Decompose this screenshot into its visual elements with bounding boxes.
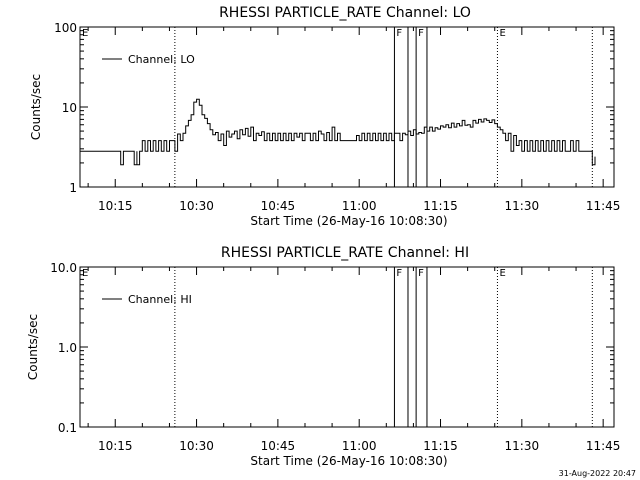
y-tick-label: 0.1 <box>58 421 77 435</box>
x-axis-label: Start Time (26-May-16 10:08:30) <box>250 454 447 468</box>
y-axis-label: Counts/sec <box>29 74 43 140</box>
x-tick-label: 10:15 <box>98 199 133 213</box>
event-marker-label: F <box>418 268 424 279</box>
event-marker-label: F <box>418 28 424 39</box>
x-tick-label: 11:45 <box>586 199 621 213</box>
plot-frame <box>79 26 615 188</box>
legend-label: Channel: LO <box>128 53 195 66</box>
event-marker-label: E <box>499 268 505 279</box>
legend-label: Channel: HI <box>128 293 192 306</box>
series-line <box>80 98 596 166</box>
x-tick-label: 11:30 <box>505 439 540 453</box>
y-axis-label: Counts/sec <box>26 314 40 380</box>
plot-frame <box>79 266 615 428</box>
x-tick-label: 11:30 <box>505 199 540 213</box>
event-marker-label: E <box>82 268 88 279</box>
timestamp-label: 31-Aug-2022 20:47 <box>559 469 636 478</box>
chart-panel-0: RHESSI PARTICLE_RATE Channel: LO 1 10 100 10… <box>29 5 620 228</box>
x-tick-label: 10:30 <box>179 439 214 453</box>
x-tick-label: 10:45 <box>261 199 296 213</box>
x-tick-label: 10:30 <box>179 199 214 213</box>
y-tick-label: 10.0 <box>50 261 77 275</box>
y-tick-label: 10 <box>62 101 77 115</box>
chart-title: RHESSI PARTICLE_RATE Channel: HI <box>221 245 469 261</box>
y-tick-label: 1 <box>69 181 77 195</box>
x-tick-label: 10:45 <box>261 439 296 453</box>
x-tick-label: 10:15 <box>98 439 133 453</box>
x-tick-label: 11:15 <box>423 199 458 213</box>
x-tick-label: 11:00 <box>342 439 377 453</box>
event-marker-label: F <box>396 28 402 39</box>
chart-panel-1: RHESSI PARTICLE_RATE Channel: HI 0.1 1.0 10… <box>26 245 620 468</box>
chart-title: RHESSI PARTICLE_RATE Channel: LO <box>219 5 471 21</box>
x-tick-label: 11:00 <box>342 199 377 213</box>
event-marker-label: F <box>396 268 402 279</box>
x-tick-label: 11:45 <box>586 439 621 453</box>
x-tick-label: 11:15 <box>423 439 458 453</box>
event-marker-label: E <box>82 28 88 39</box>
y-tick-label: 1.0 <box>58 341 77 355</box>
event-marker-label: E <box>499 28 505 39</box>
x-axis-label: Start Time (26-May-16 10:08:30) <box>250 214 447 228</box>
y-tick-label: 100 <box>54 21 77 35</box>
